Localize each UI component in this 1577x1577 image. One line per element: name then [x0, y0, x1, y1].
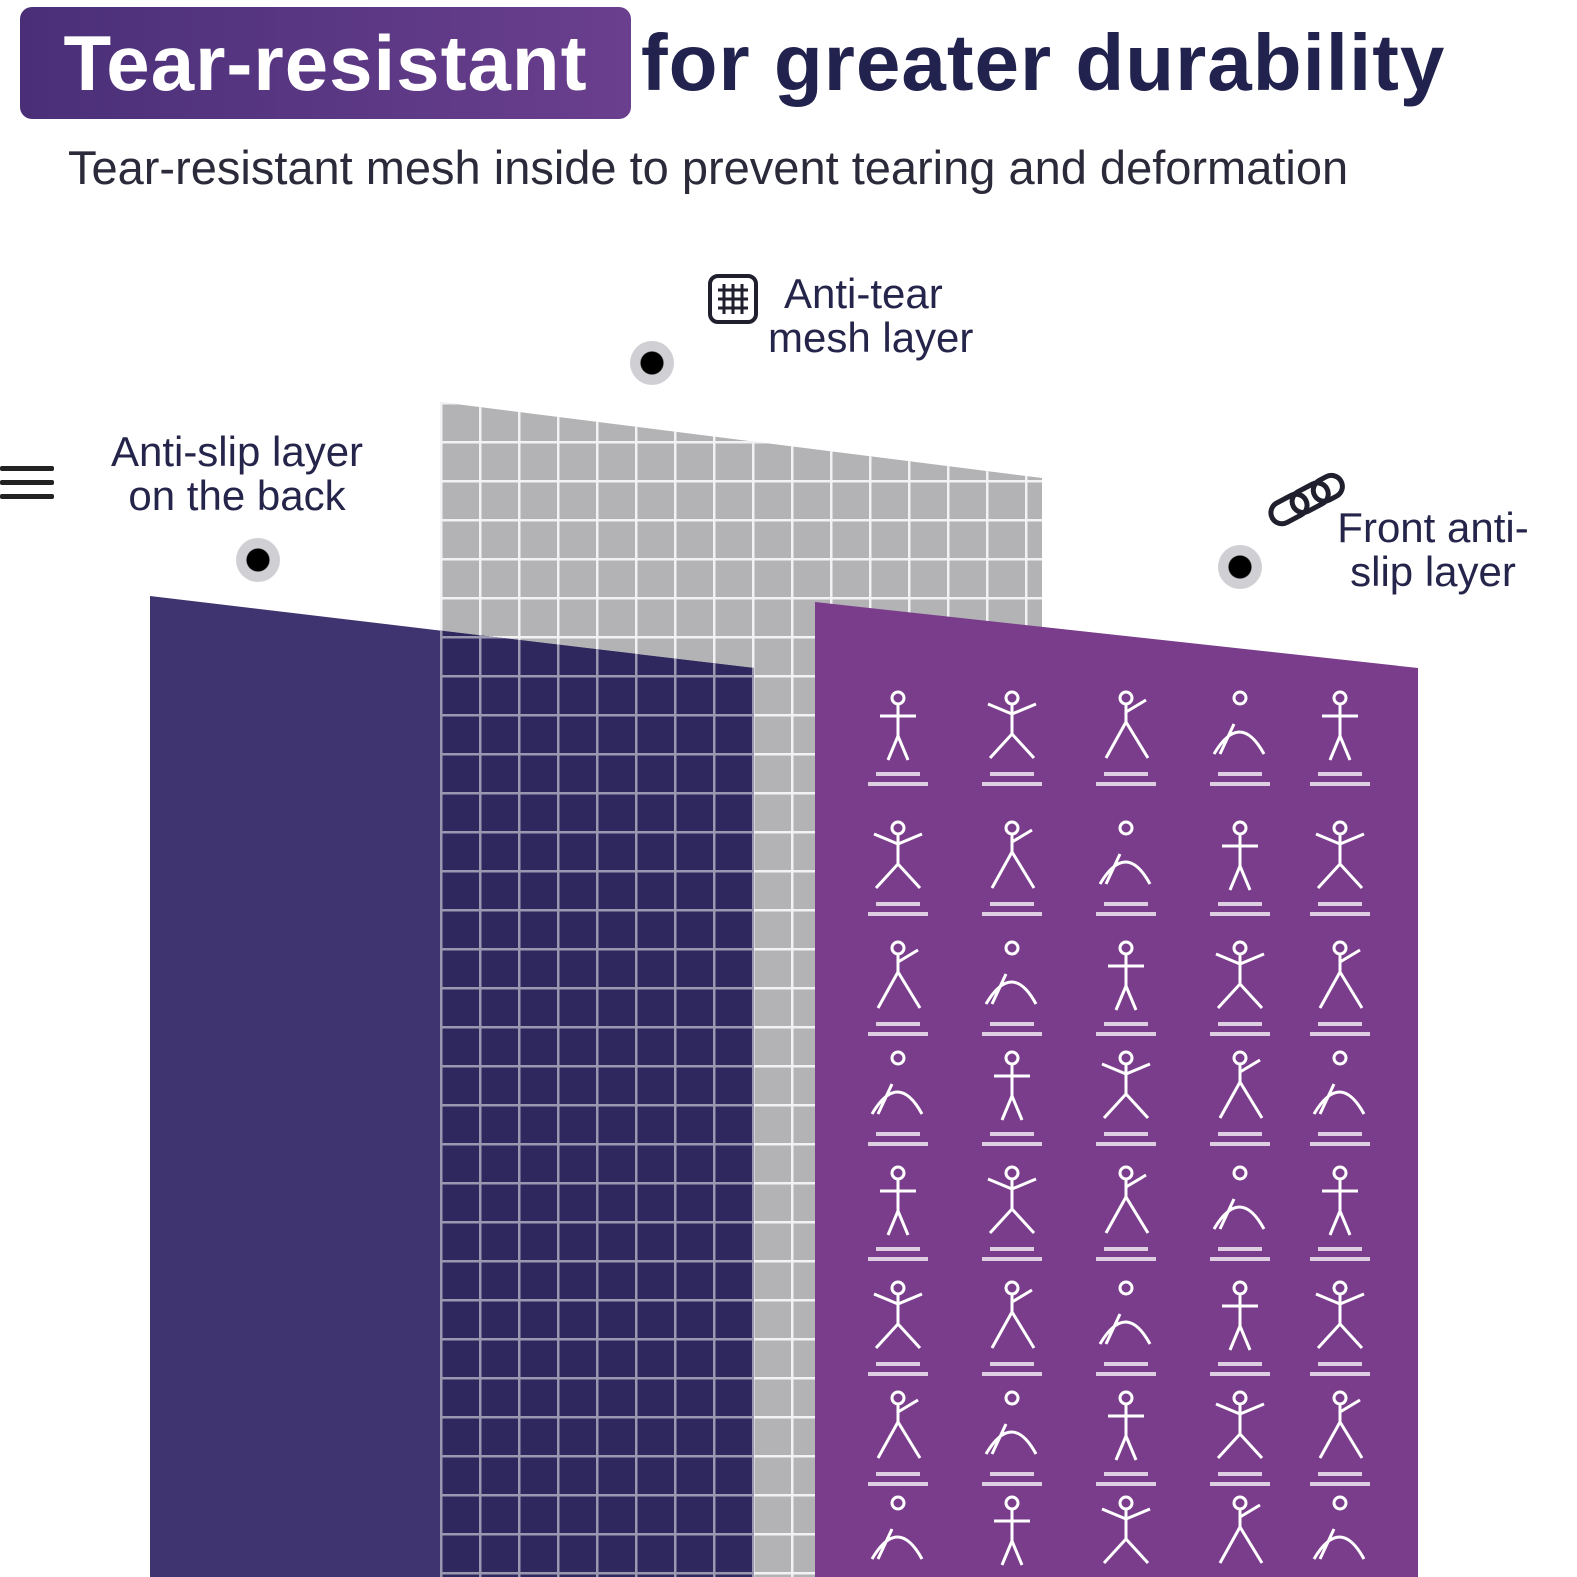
subtitle: Tear-resistant mesh inside to prevent te… [68, 141, 1349, 194]
pose-figure [1096, 690, 1156, 786]
pose-figure [868, 820, 928, 916]
pose-figure [868, 1050, 928, 1146]
grid-icon [708, 274, 758, 324]
link-icon [1268, 472, 1345, 527]
pose-chart [868, 690, 1370, 1566]
pose-figure [1310, 1050, 1370, 1146]
mesh-label-line1: Anti-tear [784, 270, 943, 317]
pose-figure [982, 1050, 1042, 1146]
pose-figure [1210, 1390, 1270, 1486]
pose-figure [868, 1390, 928, 1486]
headline-text: for greater durability [641, 18, 1446, 107]
menu-icon [0, 466, 54, 508]
mesh-layer-label: Anti-tear mesh layer [768, 272, 973, 360]
front-label-line2: slip layer [1350, 548, 1516, 595]
pose-figure [1312, 1495, 1366, 1560]
pose-figure [1210, 940, 1270, 1036]
headline: Tear-resistant for greater durability [20, 6, 1445, 120]
mesh-label-line2: mesh layer [768, 314, 974, 361]
back-layer [150, 596, 754, 1577]
back-label-line2: on the back [128, 472, 346, 519]
pose-figure [982, 690, 1042, 786]
pose-figure [1310, 1390, 1370, 1486]
pose-figure [982, 1165, 1042, 1261]
mesh-marker-dot [630, 341, 674, 385]
pose-figure [1210, 690, 1270, 786]
pose-figure [1218, 1495, 1264, 1564]
pose-figure [868, 940, 928, 1036]
pose-figure [982, 940, 1042, 1036]
pose-figure [1096, 1390, 1156, 1486]
front-marker-dot [1218, 545, 1262, 589]
pose-figure [1310, 820, 1370, 916]
pose-figure [1310, 940, 1370, 1036]
front-layer-label: Front anti- slip layer [1326, 506, 1540, 594]
pose-figure [1310, 1165, 1370, 1261]
pose-figure [982, 1280, 1042, 1376]
back-layer-label: Anti-slip layer on the back [96, 430, 378, 518]
pose-figure [1210, 1165, 1270, 1261]
pose-figure [1310, 1280, 1370, 1376]
back-marker-dot [236, 538, 280, 582]
pose-figure [994, 1495, 1030, 1566]
headline-badge-text: Tear-resistant [63, 18, 588, 107]
pose-figure [982, 1390, 1042, 1486]
pose-figure [1096, 1280, 1156, 1376]
pose-figure [1210, 820, 1270, 916]
pose-figure [870, 1495, 924, 1560]
front-layer [815, 602, 1418, 1577]
pose-figure [1310, 690, 1370, 786]
pose-figure [1101, 1495, 1151, 1565]
pose-figure [1096, 820, 1156, 916]
headline-badge: Tear-resistant [20, 7, 631, 119]
front-label-line1: Front anti- [1337, 504, 1529, 551]
pose-figure [1096, 1165, 1156, 1261]
pose-figure [868, 1165, 928, 1261]
pose-figure [1096, 940, 1156, 1036]
back-label-line1: Anti-slip layer [110, 428, 364, 475]
pose-figure [1096, 1050, 1156, 1146]
pose-figure [1210, 1280, 1270, 1376]
pose-figure [868, 690, 928, 786]
pose-figure [868, 1280, 928, 1376]
pose-figure [1210, 1050, 1270, 1146]
pose-figure [982, 820, 1042, 916]
